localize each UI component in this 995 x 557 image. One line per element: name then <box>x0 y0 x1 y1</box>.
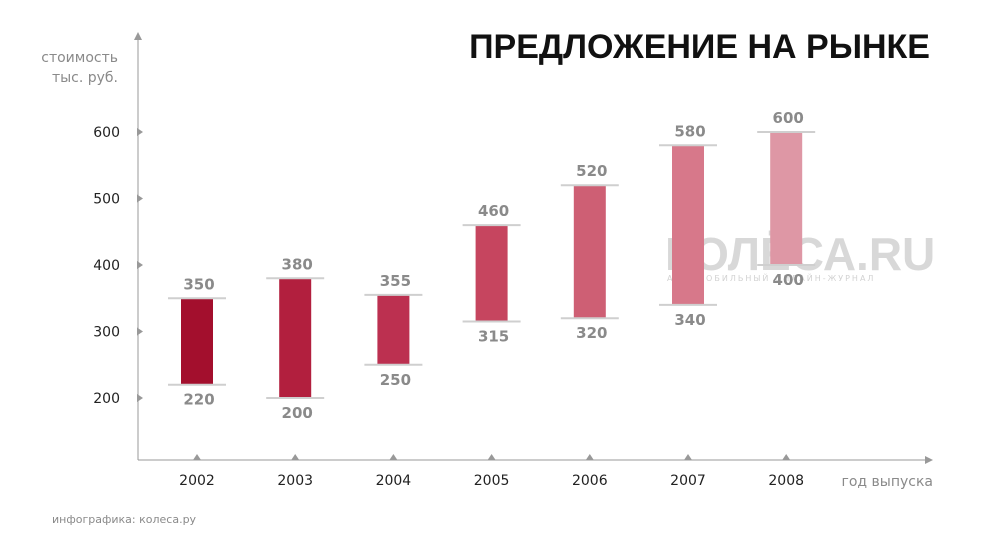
high-value-label: 580 <box>674 122 705 140</box>
x-tick-label: 2005 <box>474 473 510 489</box>
x-tick-label: 2002 <box>179 473 215 489</box>
range-bar <box>672 145 704 305</box>
x-tick-mark <box>291 454 300 460</box>
range-bar <box>770 132 803 265</box>
low-value-label: 400 <box>773 271 804 289</box>
x-tick-mark <box>782 454 791 460</box>
y-axis-title-line2: тыс. руб. <box>52 70 118 86</box>
y-tick-label: 200 <box>93 391 120 407</box>
high-value-label: 355 <box>380 272 411 290</box>
y-tick-label: 300 <box>93 325 120 341</box>
axes <box>134 32 933 464</box>
x-tick-mark <box>684 454 692 460</box>
bars: 350 220 380 200 355 250 460 315 520 320 580 340 600 4… <box>168 109 816 422</box>
watermark-tagline: АВТОМОБИЛЬНЫЙ ОНЛАЙН-ЖУРНАЛ <box>667 272 875 283</box>
y-tick-mark <box>137 261 143 269</box>
range-bar <box>279 278 312 398</box>
low-value-label: 340 <box>674 311 705 329</box>
range-bar <box>573 185 606 319</box>
x-tick-mark <box>389 454 398 460</box>
x-tick-mark <box>585 454 594 460</box>
y-tick-label: 600 <box>93 125 120 141</box>
x-tick-mark <box>487 454 496 460</box>
x-tick-label: 2008 <box>768 473 804 489</box>
range-bar <box>377 294 410 365</box>
y-tick-mark <box>137 128 143 136</box>
y-tick-label: 400 <box>93 258 120 274</box>
x-axis-arrow <box>925 456 933 464</box>
high-value-label: 460 <box>478 202 509 220</box>
low-value-label: 220 <box>183 391 214 409</box>
low-value-label: 200 <box>282 404 313 422</box>
x-tick-mark <box>193 454 201 460</box>
high-value-label: 350 <box>183 275 214 293</box>
x-tick-label: 2004 <box>376 473 412 489</box>
x-tick-label: 2006 <box>572 473 608 489</box>
y-axis-arrow <box>134 32 142 40</box>
y-tick-mark <box>137 327 143 336</box>
high-value-label: 380 <box>282 255 313 273</box>
chart-title: ПРЕДЛОЖЕНИЕ НА РЫНКЕ <box>469 28 930 66</box>
y-tick-mark <box>137 194 143 203</box>
range-bar <box>181 298 213 385</box>
low-value-label: 315 <box>478 328 509 346</box>
x-tick-label: 2003 <box>277 473 313 489</box>
x-tick-label: 2007 <box>670 473 706 489</box>
y-axis-title-line1: стоимость <box>41 50 118 66</box>
low-value-label: 320 <box>576 324 607 342</box>
credit-text: инфографика: колеса.ру <box>52 513 197 526</box>
y-ticks: 200 300 400 500 600 <box>93 125 143 407</box>
x-axis-title: год выпуска <box>841 474 933 490</box>
high-value-label: 600 <box>773 109 804 127</box>
y-tick-mark <box>137 394 143 402</box>
x-ticks: 2002 2003 2004 2005 2006 2007 2008 <box>179 454 804 489</box>
high-value-label: 520 <box>576 162 607 180</box>
range-bar <box>475 225 508 322</box>
low-value-label: 250 <box>380 371 411 389</box>
y-tick-label: 500 <box>93 192 120 208</box>
